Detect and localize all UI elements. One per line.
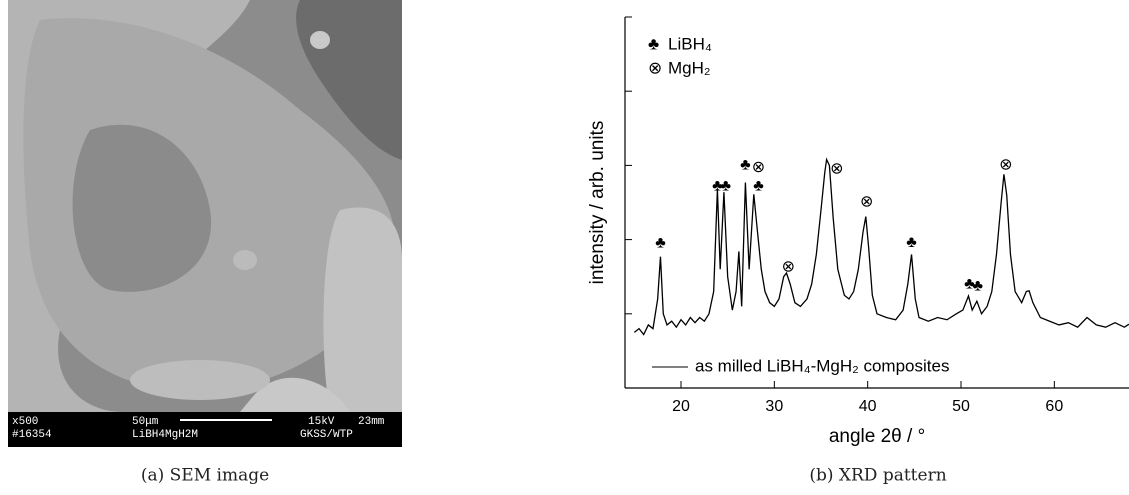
sem-sample: LiBH4MgH2M xyxy=(132,429,198,441)
caption: (b) XRD pattern xyxy=(809,466,946,486)
data-line xyxy=(633,157,1129,336)
x-tick-label: 40 xyxy=(859,398,877,415)
sem-magnification: x500 xyxy=(12,416,38,428)
x-tick-label: 50 xyxy=(952,398,970,415)
legend-label: MgH₂ xyxy=(668,58,711,77)
sem-distance: 23mm xyxy=(358,416,385,428)
legend-symbol: ⊗ xyxy=(648,58,662,77)
legend-label: LiBH₄ xyxy=(668,34,712,53)
sem-image: x500 #16354 50μm LiBH4MgH2M 15kV 23mm GK… xyxy=(8,0,402,447)
x-axis-label: angle 2θ / ° xyxy=(829,426,925,447)
peak-marker: ♣ xyxy=(973,278,984,295)
peak-marker: ♣ xyxy=(740,157,751,174)
legend-symbol: ♣ xyxy=(648,34,659,53)
legend-label: as milled LiBH₄-MgH₂ composites xyxy=(695,356,949,375)
peak-marker: ♣ xyxy=(753,177,764,194)
peak-marker: ♣ xyxy=(964,275,975,292)
y-axis-label: intensity / arb. units xyxy=(587,121,608,285)
x-tick-label: 60 xyxy=(1045,398,1063,415)
peak-marker: ⊗ xyxy=(752,159,765,176)
peak-marker: ⊗ xyxy=(830,160,843,177)
sem-scale: 50μm xyxy=(132,416,159,428)
peak-marker: ⊗ xyxy=(860,194,873,211)
peak-marker: ♣ xyxy=(721,177,732,194)
x-tick-label: 20 xyxy=(672,398,690,415)
peak-marker: ⊗ xyxy=(999,157,1012,174)
peak-marker: ♣ xyxy=(655,235,666,252)
x-tick-label: 30 xyxy=(765,398,783,415)
peak-marker: ♣ xyxy=(712,177,723,194)
caption: (a) SEM image xyxy=(141,466,269,486)
peak-marker: ♣ xyxy=(906,234,917,251)
peak-marker: ⊗ xyxy=(782,258,795,275)
sem-id: #16354 xyxy=(12,429,52,441)
sem-voltage: 15kV xyxy=(308,416,335,428)
sem-lab: GKSS/WTP xyxy=(300,429,353,441)
